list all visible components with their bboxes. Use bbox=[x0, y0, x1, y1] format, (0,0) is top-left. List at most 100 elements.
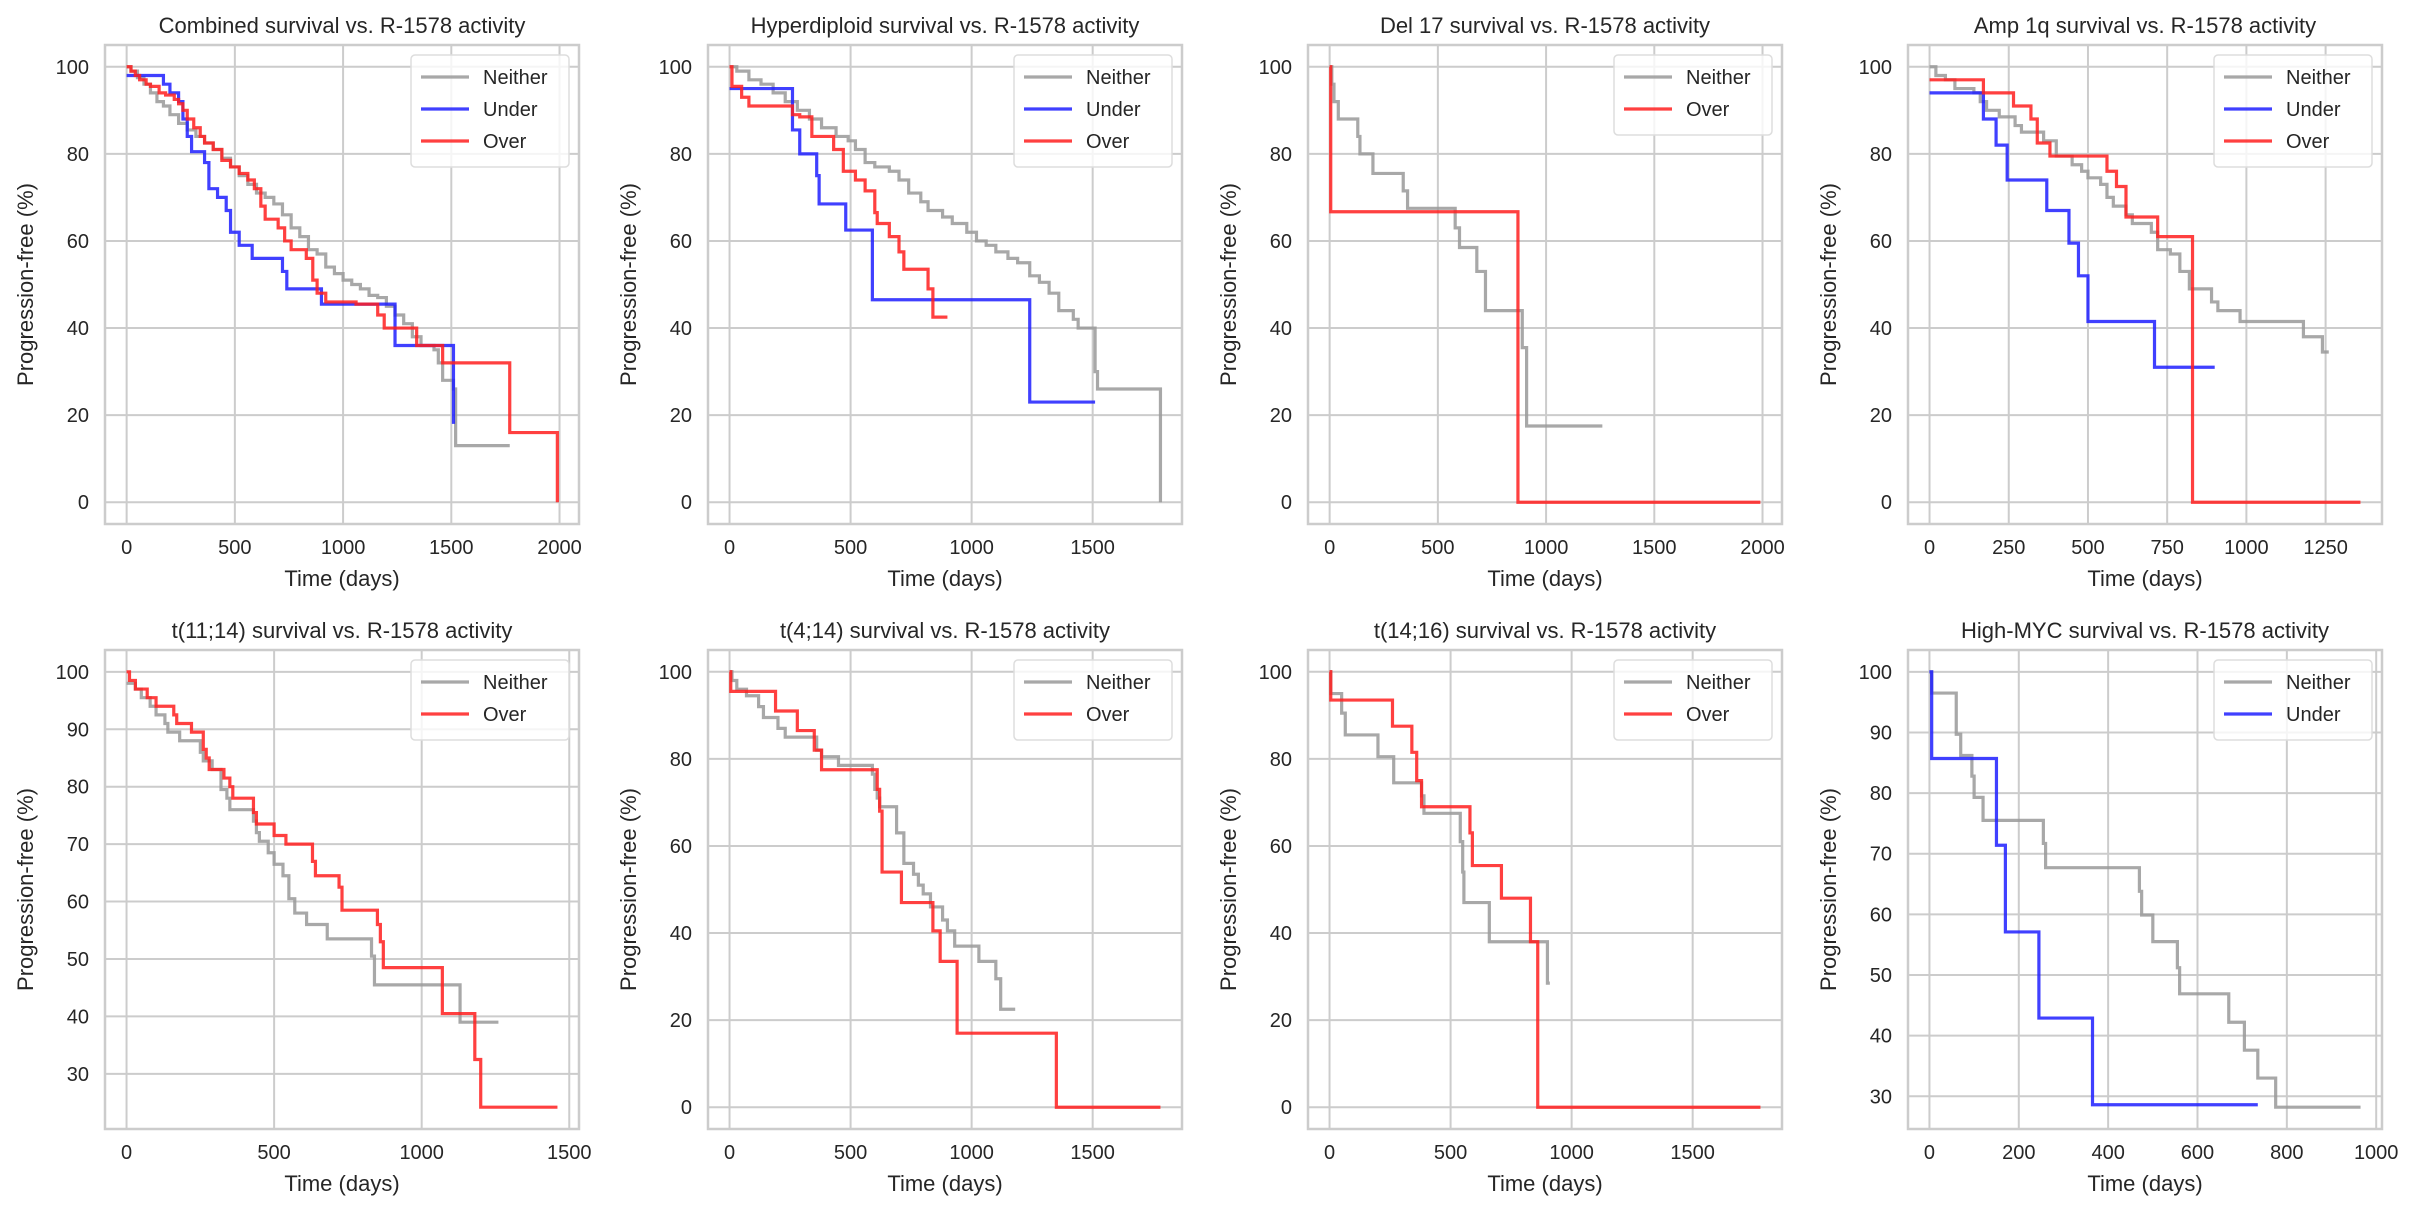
y-axis-label: Progression-free (%) bbox=[13, 183, 38, 386]
y-tick-label: 40 bbox=[1870, 1026, 1892, 1048]
x-tick-label: 1000 bbox=[949, 1142, 994, 1164]
x-axis-label: Time (days) bbox=[1487, 566, 1602, 591]
y-tick-label: 90 bbox=[1870, 722, 1892, 744]
series-line-under bbox=[1929, 91, 2215, 369]
y-axis-label: Progression-free (%) bbox=[13, 788, 38, 991]
subplot-8: 0 200 400 600 800 1000 30 40 50 60 70 80 90 100 High-M… bbox=[1816, 618, 2398, 1196]
y-tick-label: 0 bbox=[78, 492, 89, 514]
x-tick-label: 750 bbox=[2150, 537, 2183, 559]
y-axis-label: Progression-free (%) bbox=[1816, 183, 1841, 386]
y-tick-label: 30 bbox=[67, 1064, 89, 1086]
y-tick-label: 20 bbox=[67, 405, 89, 427]
subplot-title: Hyperdiploid survival vs. R-1578 activit… bbox=[751, 13, 1140, 38]
subplot-3: 0 500 1000 1500 2000 0 20 40 60 80 100 Del 17 survi… bbox=[1216, 13, 1785, 591]
y-axis-label: Progression-free (%) bbox=[1816, 788, 1841, 991]
y-tick-label: 40 bbox=[1270, 318, 1292, 340]
series-line-neither bbox=[126, 681, 499, 1024]
axes-frame bbox=[1906, 648, 2384, 1131]
legend: Neither Under Over bbox=[2213, 54, 2373, 168]
series-line-over bbox=[1329, 670, 1761, 1109]
x-tick-label: 500 bbox=[1434, 1142, 1467, 1164]
x-tick-label: 0 bbox=[724, 1142, 735, 1164]
series-line-under bbox=[126, 73, 456, 424]
x-tick-label: 200 bbox=[2002, 1142, 2035, 1164]
x-tick-label: 500 bbox=[834, 537, 867, 559]
x-tick-label: 1000 bbox=[949, 537, 994, 559]
y-tick-label: 80 bbox=[67, 144, 89, 166]
legend-label-neither: Neither bbox=[483, 672, 548, 694]
x-tick-label: 500 bbox=[2071, 537, 2104, 559]
legend-label-under: Under bbox=[2286, 704, 2341, 726]
y-tick-label: 50 bbox=[67, 949, 89, 971]
legend-box bbox=[2213, 659, 2373, 741]
legend-label-over: Over bbox=[1686, 704, 1730, 726]
legend-label-over: Over bbox=[1086, 704, 1130, 726]
y-tick-label: 60 bbox=[67, 892, 89, 914]
series-line-over bbox=[729, 670, 1161, 1109]
x-tick-label: 2000 bbox=[537, 537, 582, 559]
series-line-over bbox=[1929, 78, 2361, 504]
axes-frame bbox=[103, 43, 581, 526]
x-tick-label: 600 bbox=[2181, 1142, 2214, 1164]
x-axis-label: Time (days) bbox=[2087, 566, 2202, 591]
legend-label-under: Under bbox=[2286, 99, 2341, 121]
legend-box bbox=[410, 54, 570, 168]
y-tick-label: 0 bbox=[681, 1097, 692, 1119]
x-axis-label: Time (days) bbox=[1487, 1171, 1602, 1196]
y-axis-label: Progression-free (%) bbox=[1216, 788, 1241, 991]
subplot-5: 0 500 1000 1500 30 40 50 60 70 80 90 100 t(11;14) su… bbox=[13, 618, 592, 1196]
y-tick-label: 40 bbox=[670, 923, 692, 945]
y-tick-label: 40 bbox=[1870, 318, 1892, 340]
x-tick-label: 1250 bbox=[2303, 537, 2348, 559]
y-tick-label: 20 bbox=[1270, 1010, 1292, 1032]
x-tick-label: 400 bbox=[2091, 1142, 2124, 1164]
x-tick-label: 1500 bbox=[1070, 1142, 1115, 1164]
y-tick-label: 50 bbox=[1870, 965, 1892, 987]
y-tick-label: 0 bbox=[1881, 492, 1892, 514]
subplot-title: Combined survival vs. R-1578 activity bbox=[159, 13, 526, 38]
y-tick-label: 0 bbox=[681, 492, 692, 514]
y-tick-label: 40 bbox=[670, 318, 692, 340]
legend-box bbox=[1013, 54, 1173, 168]
subplot-1: 0 500 1000 1500 2000 0 20 40 60 80 100 Combined sur… bbox=[13, 13, 582, 591]
y-tick-label: 20 bbox=[670, 1010, 692, 1032]
y-tick-label: 60 bbox=[1270, 231, 1292, 253]
series-line-under bbox=[1929, 670, 2258, 1107]
y-tick-label: 80 bbox=[67, 777, 89, 799]
y-tick-label: 80 bbox=[1270, 749, 1292, 771]
y-tick-label: 80 bbox=[670, 749, 692, 771]
x-axis-label: Time (days) bbox=[284, 1171, 399, 1196]
series-line-over bbox=[126, 670, 558, 1109]
y-tick-label: 60 bbox=[670, 836, 692, 858]
y-tick-label: 60 bbox=[1270, 836, 1292, 858]
axes-frame bbox=[706, 43, 1184, 526]
legend-label-over: Over bbox=[1086, 131, 1130, 153]
y-axis-label: Progression-free (%) bbox=[1216, 183, 1241, 386]
y-tick-label: 80 bbox=[670, 144, 692, 166]
y-tick-label: 100 bbox=[1859, 57, 1892, 79]
axes-frame bbox=[1306, 648, 1784, 1131]
series-line-neither bbox=[1929, 65, 2329, 354]
x-tick-label: 1500 bbox=[429, 537, 474, 559]
y-tick-label: 40 bbox=[67, 318, 89, 340]
series-line-neither bbox=[729, 65, 1163, 503]
y-tick-label: 20 bbox=[670, 405, 692, 427]
legend-label-under: Under bbox=[1086, 99, 1141, 121]
y-tick-label: 40 bbox=[67, 1006, 89, 1028]
axes-frame bbox=[706, 648, 1184, 1131]
y-tick-label: 100 bbox=[659, 662, 692, 684]
legend-label-over: Over bbox=[2286, 131, 2330, 153]
x-tick-label: 1500 bbox=[547, 1142, 592, 1164]
x-tick-label: 1500 bbox=[1070, 537, 1115, 559]
legend-box bbox=[1613, 54, 1773, 136]
y-tick-label: 90 bbox=[67, 719, 89, 741]
y-tick-label: 100 bbox=[659, 57, 692, 79]
subplot-4: 0 250 500 750 1000 1250 0 20 40 60 80 100 Amp 1q sur… bbox=[1816, 13, 2384, 591]
series-line-neither bbox=[126, 65, 510, 448]
y-tick-label: 60 bbox=[670, 231, 692, 253]
series-line-under bbox=[729, 86, 1096, 404]
y-tick-label: 60 bbox=[1870, 904, 1892, 926]
legend: Neither Under bbox=[2213, 659, 2373, 741]
y-tick-label: 40 bbox=[1270, 923, 1292, 945]
x-axis-label: Time (days) bbox=[887, 1171, 1002, 1196]
